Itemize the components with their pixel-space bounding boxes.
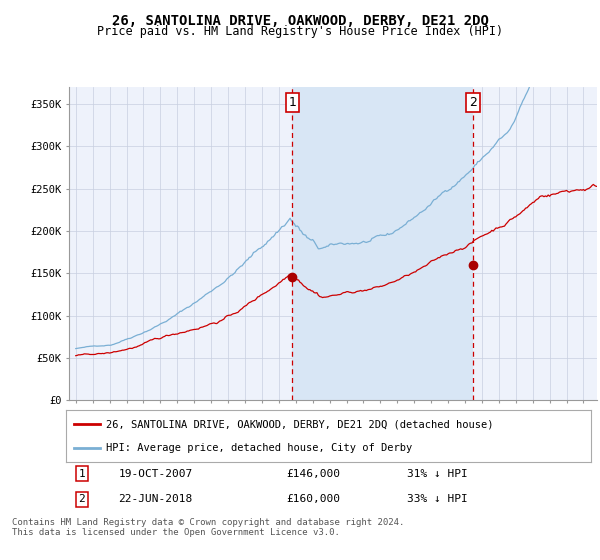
Text: Price paid vs. HM Land Registry's House Price Index (HPI): Price paid vs. HM Land Registry's House … bbox=[97, 25, 503, 38]
Text: £160,000: £160,000 bbox=[287, 494, 341, 505]
Bar bbox=[292, 87, 473, 400]
Text: 2: 2 bbox=[469, 96, 477, 109]
Text: 26, SANTOLINA DRIVE, OAKWOOD, DERBY, DE21 2DQ: 26, SANTOLINA DRIVE, OAKWOOD, DERBY, DE2… bbox=[112, 14, 488, 28]
Text: 26, SANTOLINA DRIVE, OAKWOOD, DERBY, DE21 2DQ (detached house): 26, SANTOLINA DRIVE, OAKWOOD, DERBY, DE2… bbox=[106, 419, 494, 430]
Text: 19-OCT-2007: 19-OCT-2007 bbox=[119, 469, 193, 479]
Text: 31% ↓ HPI: 31% ↓ HPI bbox=[407, 469, 468, 479]
Text: 1: 1 bbox=[79, 469, 85, 479]
Text: 1: 1 bbox=[289, 96, 296, 109]
Text: 2: 2 bbox=[79, 494, 85, 505]
Text: Contains HM Land Registry data © Crown copyright and database right 2024.
This d: Contains HM Land Registry data © Crown c… bbox=[12, 518, 404, 538]
Text: 33% ↓ HPI: 33% ↓ HPI bbox=[407, 494, 468, 505]
Text: HPI: Average price, detached house, City of Derby: HPI: Average price, detached house, City… bbox=[106, 443, 413, 453]
Text: £146,000: £146,000 bbox=[287, 469, 341, 479]
Text: 22-JUN-2018: 22-JUN-2018 bbox=[119, 494, 193, 505]
